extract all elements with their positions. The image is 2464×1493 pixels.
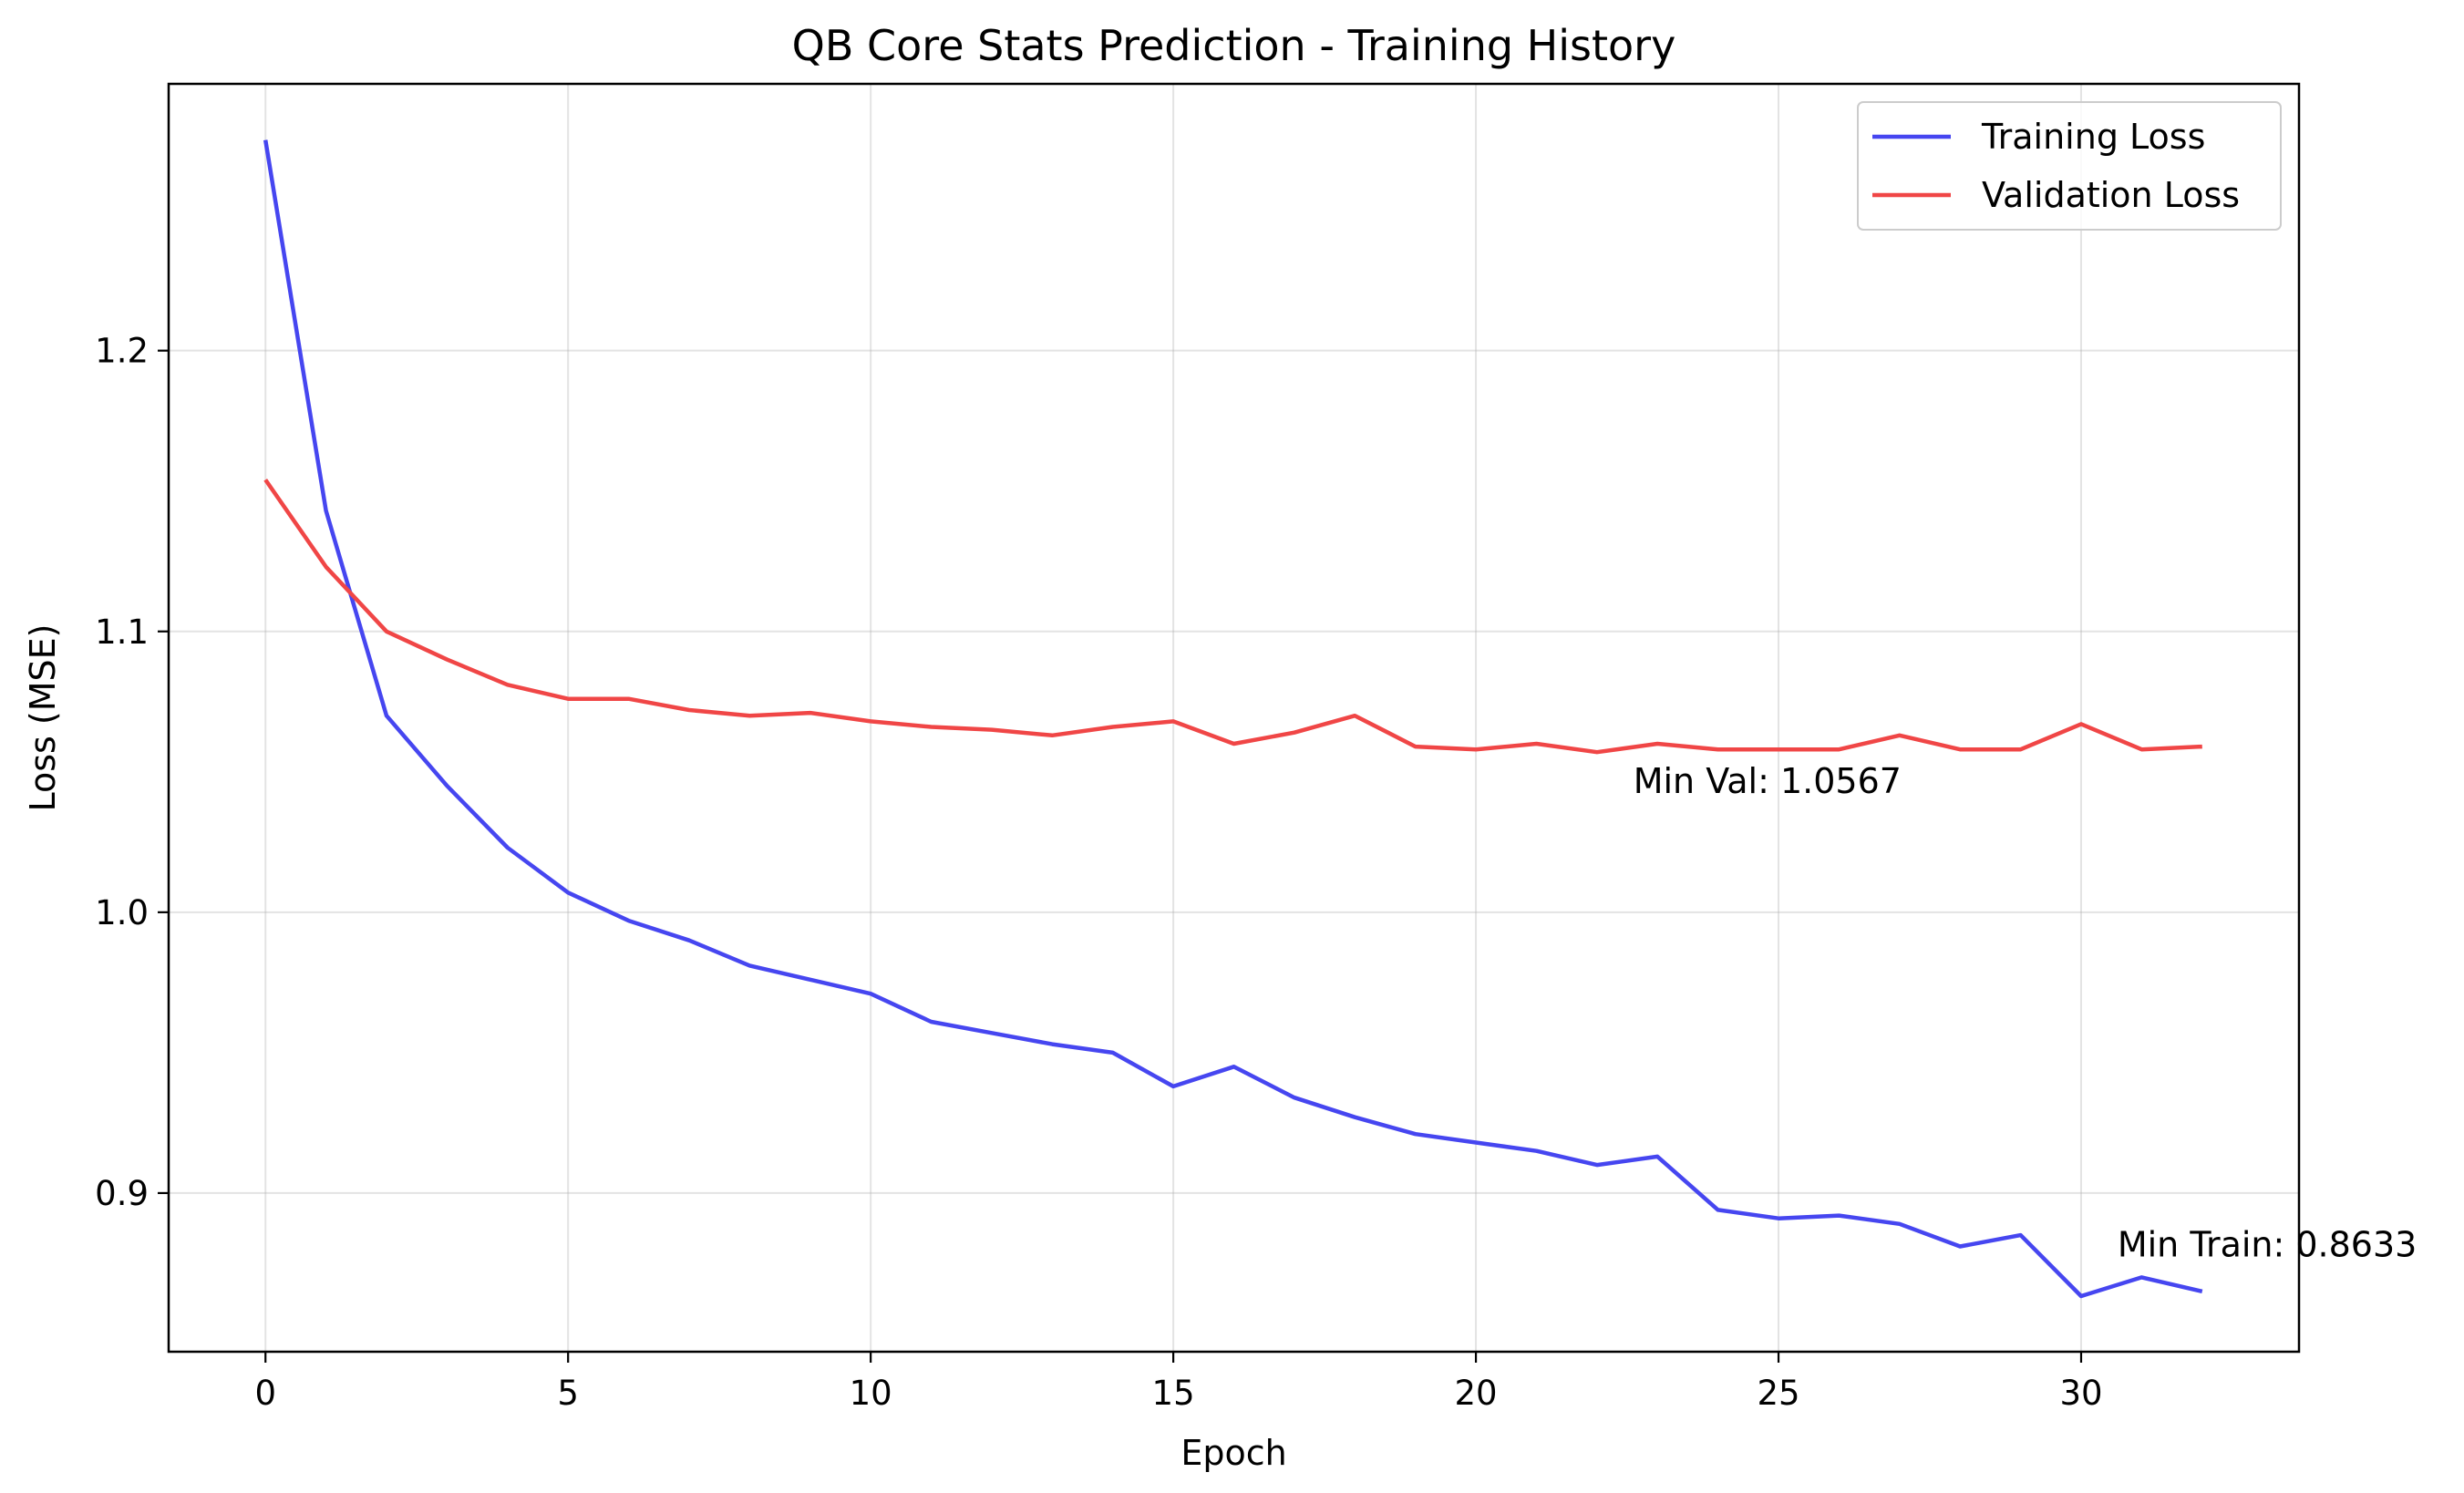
legend-box xyxy=(1857,101,2282,231)
y-axis-label: Loss (MSE) xyxy=(23,624,63,812)
x-tick-label: 10 xyxy=(850,1374,892,1413)
legend-label-validation-loss: Validation Loss xyxy=(1982,175,2240,215)
axis-ticks: 0 5 10 15 20 25 30 0.9 1.0 1.1 1.2 xyxy=(95,332,2102,1413)
x-tick-label: 20 xyxy=(1455,1374,1498,1413)
y-tick-label: 1.2 xyxy=(95,332,149,371)
x-tick-label: 25 xyxy=(1757,1374,1799,1413)
annotation-label: Min Val: 1.0567 xyxy=(1634,761,1902,801)
chart-title: QB Core Stats Prediction - Training Hist… xyxy=(792,21,1676,70)
series-line-validation-loss xyxy=(263,479,2202,755)
legend: Training Loss Validation Loss xyxy=(1857,101,2282,231)
annotations: Min Val: 1.0567 Min Train: 0.8633 xyxy=(1634,761,2418,1264)
plot-frame xyxy=(167,82,2301,1354)
x-tick-label: 15 xyxy=(1152,1374,1195,1413)
x-tick-label: 5 xyxy=(557,1374,579,1413)
grid xyxy=(169,84,2299,1352)
y-tick-label: 1.1 xyxy=(95,613,149,652)
x-tick-label: 30 xyxy=(2059,1374,2102,1413)
series-line-training-loss xyxy=(263,139,2203,1299)
x-tick-label: 0 xyxy=(254,1374,276,1413)
y-tick-label: 1.0 xyxy=(95,893,149,932)
y-tick-label: 0.9 xyxy=(95,1174,149,1213)
x-axis-label: Epoch xyxy=(1180,1433,1286,1473)
annotation-label: Min Train: 0.8633 xyxy=(2118,1224,2418,1264)
legend-label-training-loss: Training Loss xyxy=(1981,117,2205,157)
series-group xyxy=(263,139,2203,1299)
